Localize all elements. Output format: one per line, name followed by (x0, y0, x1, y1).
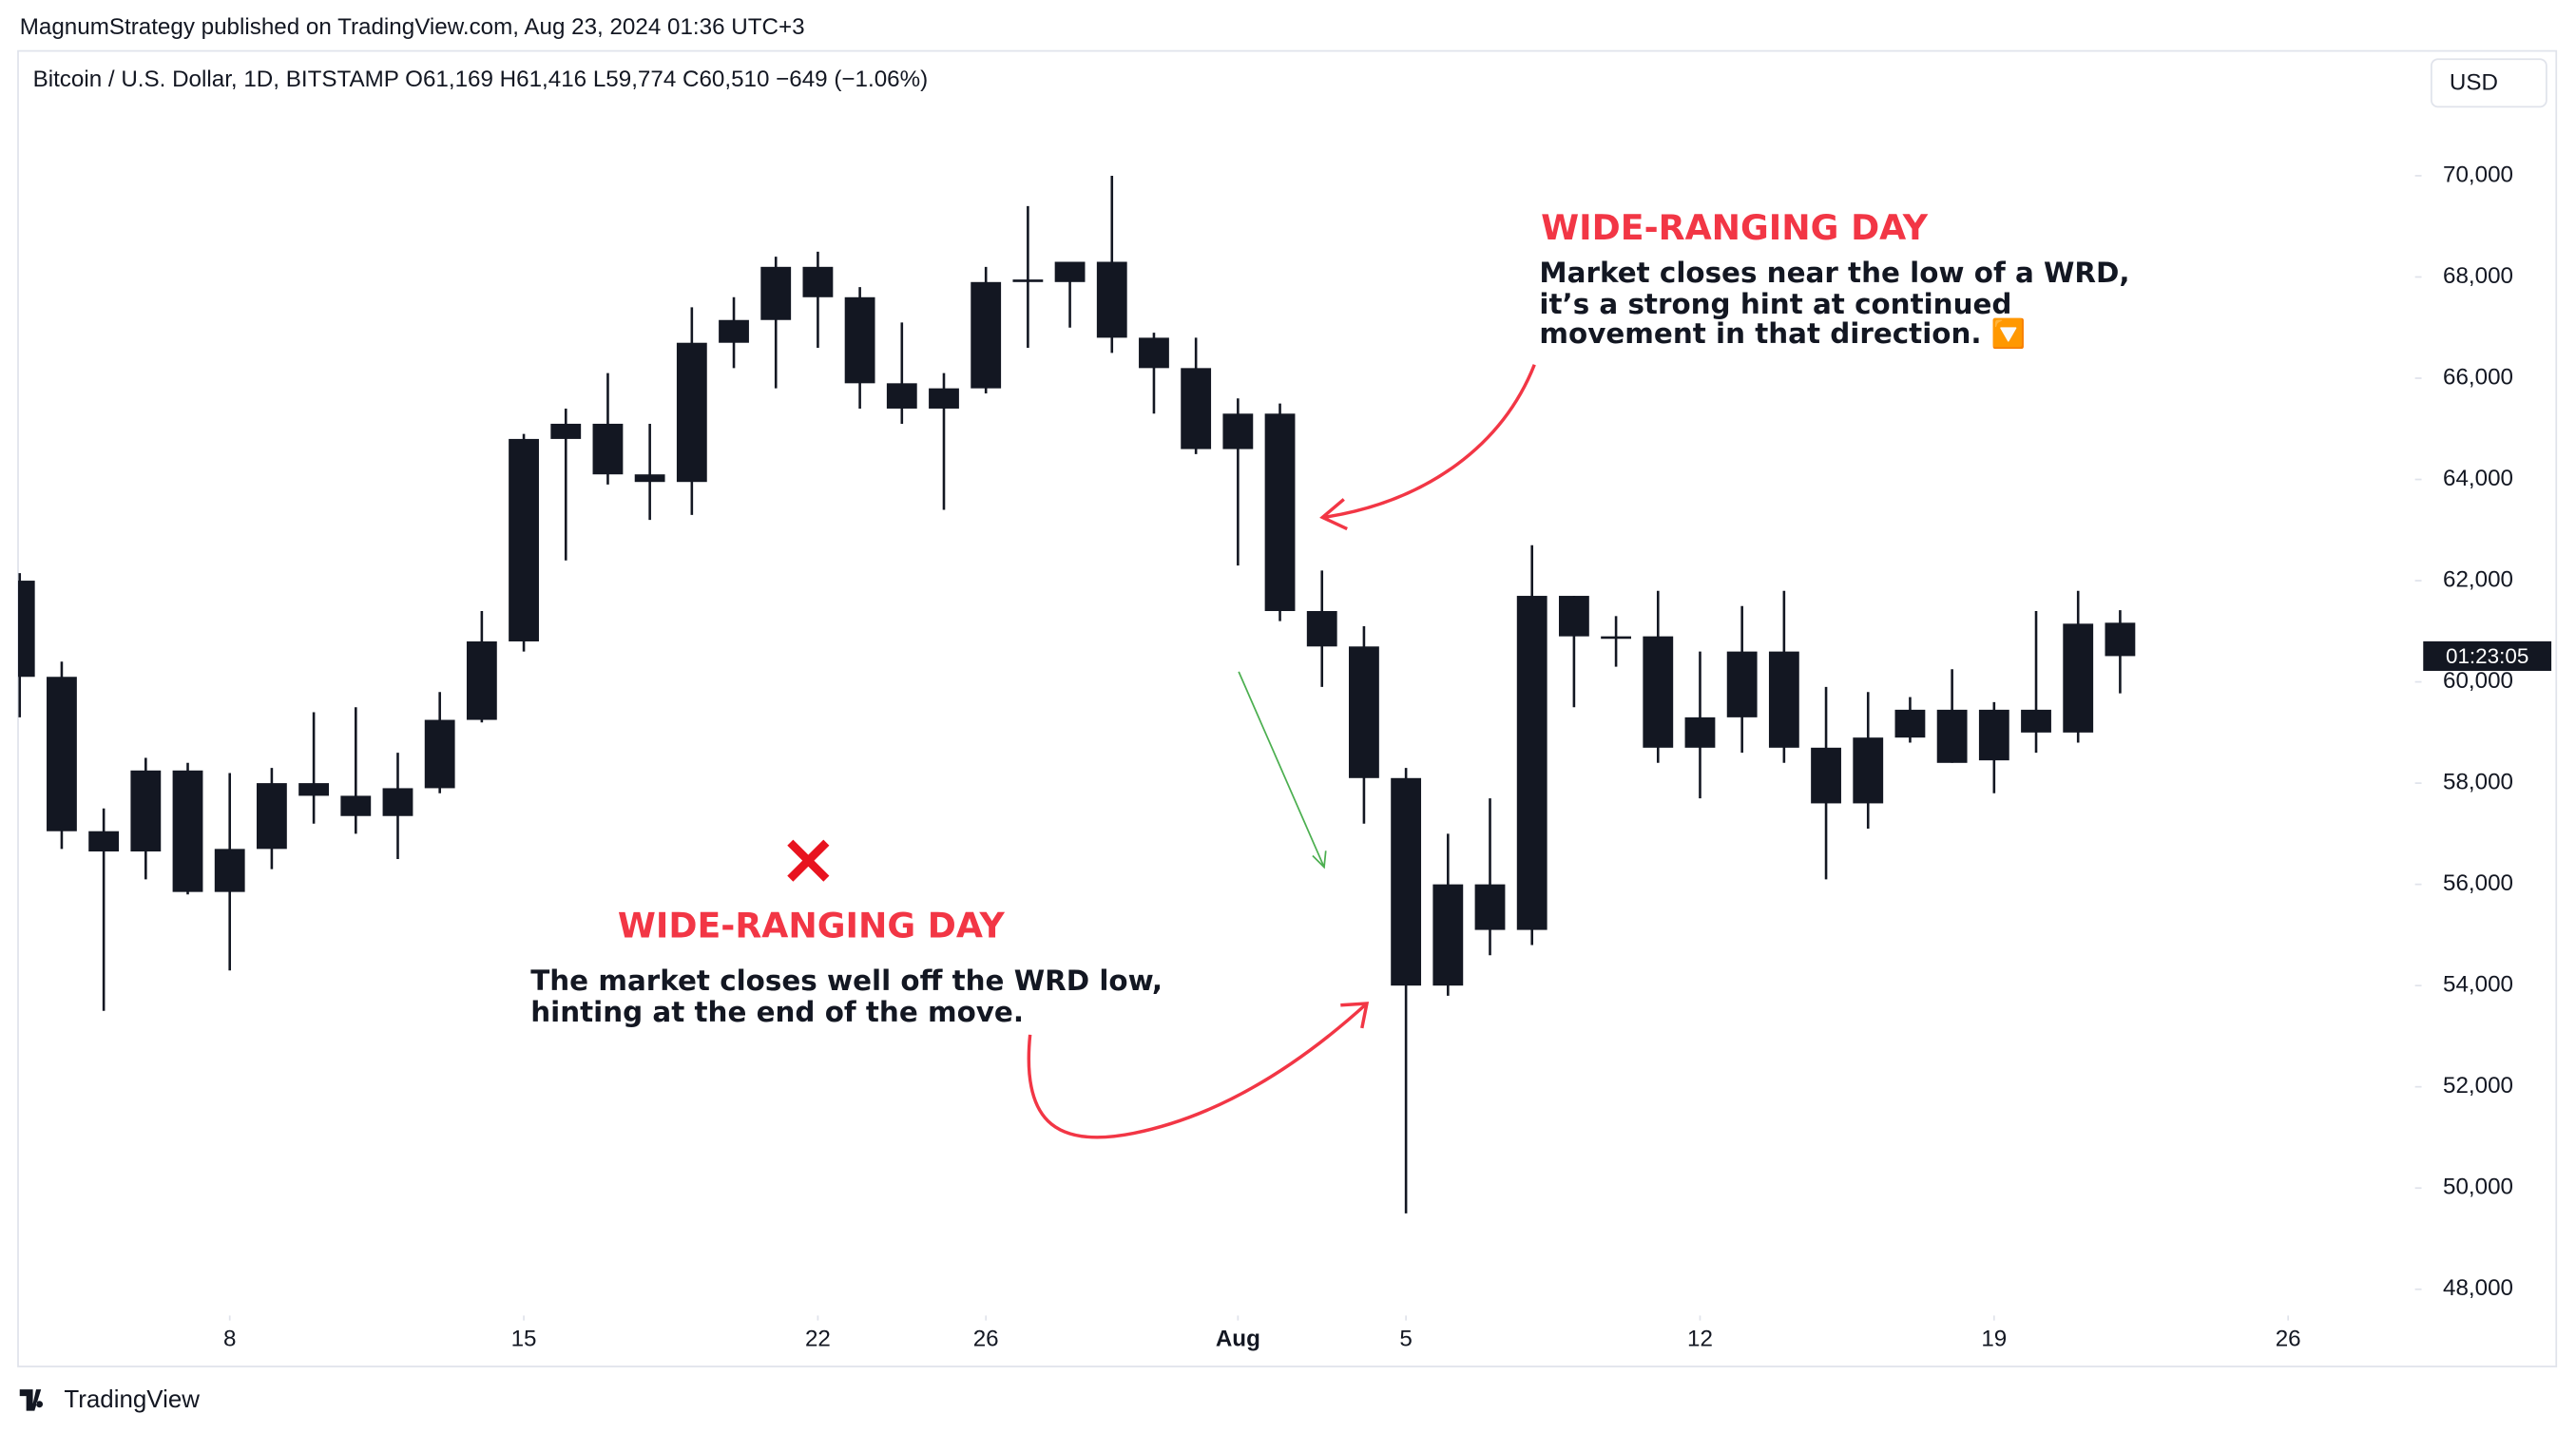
publisher-line: MagnumStrategy published on TradingView.… (20, 14, 805, 40)
y-tick-label: 68,000 (2443, 263, 2513, 289)
candle-body (1139, 337, 1169, 369)
candle-body (634, 474, 665, 483)
candle-body (719, 319, 749, 343)
y-tick-label: 52,000 (2443, 1073, 2513, 1099)
y-tick-label: 64,000 (2443, 466, 2513, 491)
candle-body (214, 849, 245, 892)
candle-body (2105, 622, 2136, 657)
y-tick-label: 54,000 (2443, 972, 2513, 998)
cross-icon (787, 839, 830, 882)
x-tick-label: 22 (805, 1327, 831, 1352)
plot (18, 175, 2136, 1213)
arrow (1323, 364, 1536, 520)
candle-body (2063, 623, 2094, 733)
x-tick-label: 26 (2276, 1327, 2301, 1352)
y-tick-label: 48,000 (2443, 1275, 2513, 1301)
countdown-box (2423, 640, 2552, 671)
arrow-head (1319, 498, 1348, 531)
candle-body (929, 388, 959, 409)
candle-body (1601, 636, 1631, 640)
candle-body (1432, 884, 1464, 986)
candle-body (1222, 413, 1254, 449)
y-tick-label: 60,000 (2443, 668, 2513, 694)
currency-label[interactable]: USD (2450, 70, 2498, 96)
candle-body (130, 770, 162, 852)
candle-body (844, 296, 875, 384)
candle-body (1853, 737, 1884, 804)
annotation-title: WIDE-RANGING DAY (618, 906, 1006, 946)
candle-body (298, 783, 330, 796)
candle-body (47, 677, 77, 831)
y-tick-label: 58,000 (2443, 770, 2513, 795)
candle-body (886, 383, 917, 409)
trend-arrow (1238, 671, 1325, 868)
legend: Bitcoin / U.S. Dollar, 1D, BITSTAMP O61,… (33, 67, 929, 92)
candle-body (18, 581, 35, 678)
currency-button[interactable] (2431, 58, 2547, 108)
x-tick-label: 8 (223, 1327, 236, 1352)
trend-arrow-head (1312, 850, 1327, 869)
brand-logo (19, 1389, 44, 1411)
x-tick-label: Aug (1216, 1327, 1260, 1352)
y-tick-label: 70,000 (2443, 162, 2513, 187)
y-tick-label: 66,000 (2443, 364, 2513, 390)
x-tick-label: 26 (973, 1327, 999, 1352)
candle-body (760, 266, 792, 320)
candle-body (340, 795, 372, 816)
candle-body (1012, 279, 1044, 282)
annotation-title: WIDE-RANGING DAY (1541, 207, 1929, 248)
countdown-label: 01:23:05 (2446, 644, 2528, 668)
candle-body (1181, 368, 1212, 449)
candle-body (1474, 884, 1506, 930)
x-tick-label: 15 (511, 1327, 537, 1352)
candle-body (509, 438, 539, 641)
annotation-text: movement in that direction. 🔽 (1539, 317, 2026, 350)
candle-body (1391, 777, 1422, 986)
candle-body (88, 831, 120, 852)
candle-body (1054, 261, 1086, 282)
candle-body (1643, 636, 1674, 748)
candle-body (2021, 709, 2051, 733)
arrow (1027, 1002, 1369, 1139)
brand-name: TradingView (64, 1386, 200, 1413)
chart-frame (17, 49, 2558, 1367)
candle-body (802, 266, 834, 297)
candle-body (1558, 596, 1589, 637)
x-tick-label: 12 (1687, 1327, 1713, 1352)
candle-body (592, 423, 624, 475)
candle-body (172, 770, 203, 892)
candle-body (1936, 709, 1968, 763)
x-tick-label: 19 (1981, 1327, 2007, 1352)
candle-body (382, 788, 413, 816)
arrow-head (1340, 1002, 1370, 1029)
candle-body (971, 281, 1002, 389)
candle-body (1978, 709, 2009, 761)
y-tick-label: 56,000 (2443, 870, 2513, 896)
annotation-text: it’s a strong hint at continued (1539, 288, 2011, 320)
candle-body (424, 719, 455, 789)
x-tick-label: 5 (1399, 1327, 1412, 1352)
candle-body (466, 640, 497, 720)
candle-body (1894, 709, 1926, 738)
candle-body (1811, 747, 1841, 804)
candle-body (1726, 651, 1758, 717)
candle-body (256, 783, 287, 850)
candle-body (676, 342, 707, 483)
annotation-text: The market closes well off the WRD low, (530, 965, 1163, 997)
y-tick-label: 50,000 (2443, 1175, 2513, 1200)
y-tick-label: 62,000 (2443, 566, 2513, 592)
candle-body (550, 423, 582, 439)
candle-body (1096, 261, 1127, 338)
candle-body (1349, 646, 1379, 778)
annotation-text: hinting at the end of the move. (530, 996, 1024, 1028)
annotation-text: Market closes near the low of a WRD, (1539, 257, 2129, 289)
candle-body (1264, 413, 1296, 612)
candle-body (1306, 611, 1337, 647)
candle-body (1684, 716, 1716, 748)
candle-body (1768, 651, 1799, 748)
candle-body (1516, 596, 1548, 930)
